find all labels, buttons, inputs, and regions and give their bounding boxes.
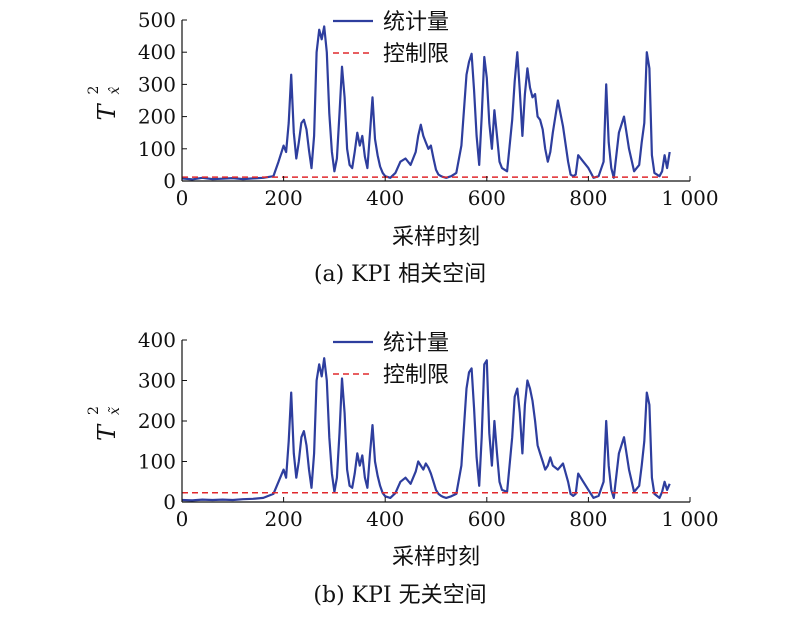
y-axis-label-sup-b: 2 xyxy=(86,406,102,415)
x-tick-label: 200 xyxy=(265,507,303,531)
x-ticks-a: 0 200 400 600 800 1 000 xyxy=(176,176,719,210)
y-tick-label: 400 xyxy=(138,328,176,352)
x-tick-label: 1 000 xyxy=(661,507,718,531)
y-axis-label-sub-a: x̂ xyxy=(107,87,123,95)
legend-b: 统计量 控制限 xyxy=(333,331,449,388)
y-axis-label-sup-a: 2 xyxy=(86,86,102,95)
y-ticks-a: 0 100 200 300 400 500 xyxy=(138,8,187,193)
x-tick-label: 600 xyxy=(468,186,506,210)
y-tick-label: 300 xyxy=(138,369,176,393)
x-tick-label: 800 xyxy=(569,507,607,531)
caption-b: (b) KPI 无关空间 xyxy=(313,583,486,608)
x-tick-label: 800 xyxy=(569,186,607,210)
legend-label-statistic-a: 统计量 xyxy=(383,10,449,35)
y-axis-label-b: T xyxy=(93,423,121,441)
statistic-series-line xyxy=(181,357,671,502)
y-tick-label: 0 xyxy=(163,169,176,193)
x-tick-label: 200 xyxy=(265,186,303,210)
y-tick-label: 300 xyxy=(138,72,176,96)
x-tick-label: 600 xyxy=(468,507,506,531)
x-tick-label: 400 xyxy=(366,186,404,210)
y-tick-label: 0 xyxy=(163,490,176,514)
x-tick-label: 1 000 xyxy=(661,186,718,210)
legend-label-control-limit-a: 控制限 xyxy=(383,42,449,67)
y-tick-label: 400 xyxy=(138,40,176,64)
x-axis-label-b: 采样时刻 xyxy=(392,545,480,570)
plot-area-b xyxy=(181,357,671,502)
axes-a xyxy=(181,20,690,182)
legend-label-statistic-b: 统计量 xyxy=(383,331,449,356)
y-tick-label: 200 xyxy=(138,105,176,129)
x-tick-label: 0 xyxy=(176,507,189,531)
legend-a: 统计量 控制限 xyxy=(333,10,449,67)
y-tick-label: 200 xyxy=(138,409,176,433)
x-axis-label-a: 采样时刻 xyxy=(392,225,480,250)
y-tick-label: 100 xyxy=(138,137,176,161)
y-tick-label: 500 xyxy=(138,8,176,32)
y-tick-label: 100 xyxy=(138,450,176,474)
caption-a: (a) KPI 相关空间 xyxy=(314,262,486,287)
y-ticks-b: 0 100 200 300 400 xyxy=(138,328,187,514)
x-tick-label: 400 xyxy=(366,507,404,531)
y-axis-label-sub-b: x̃ xyxy=(107,407,123,415)
y-axis-label-a: T xyxy=(93,103,121,121)
plot-area-a xyxy=(181,25,671,181)
x-tick-label: 0 xyxy=(176,186,189,210)
x-ticks-b: 0 200 400 600 800 1 000 xyxy=(176,497,719,531)
legend-label-control-limit-b: 控制限 xyxy=(383,363,449,388)
